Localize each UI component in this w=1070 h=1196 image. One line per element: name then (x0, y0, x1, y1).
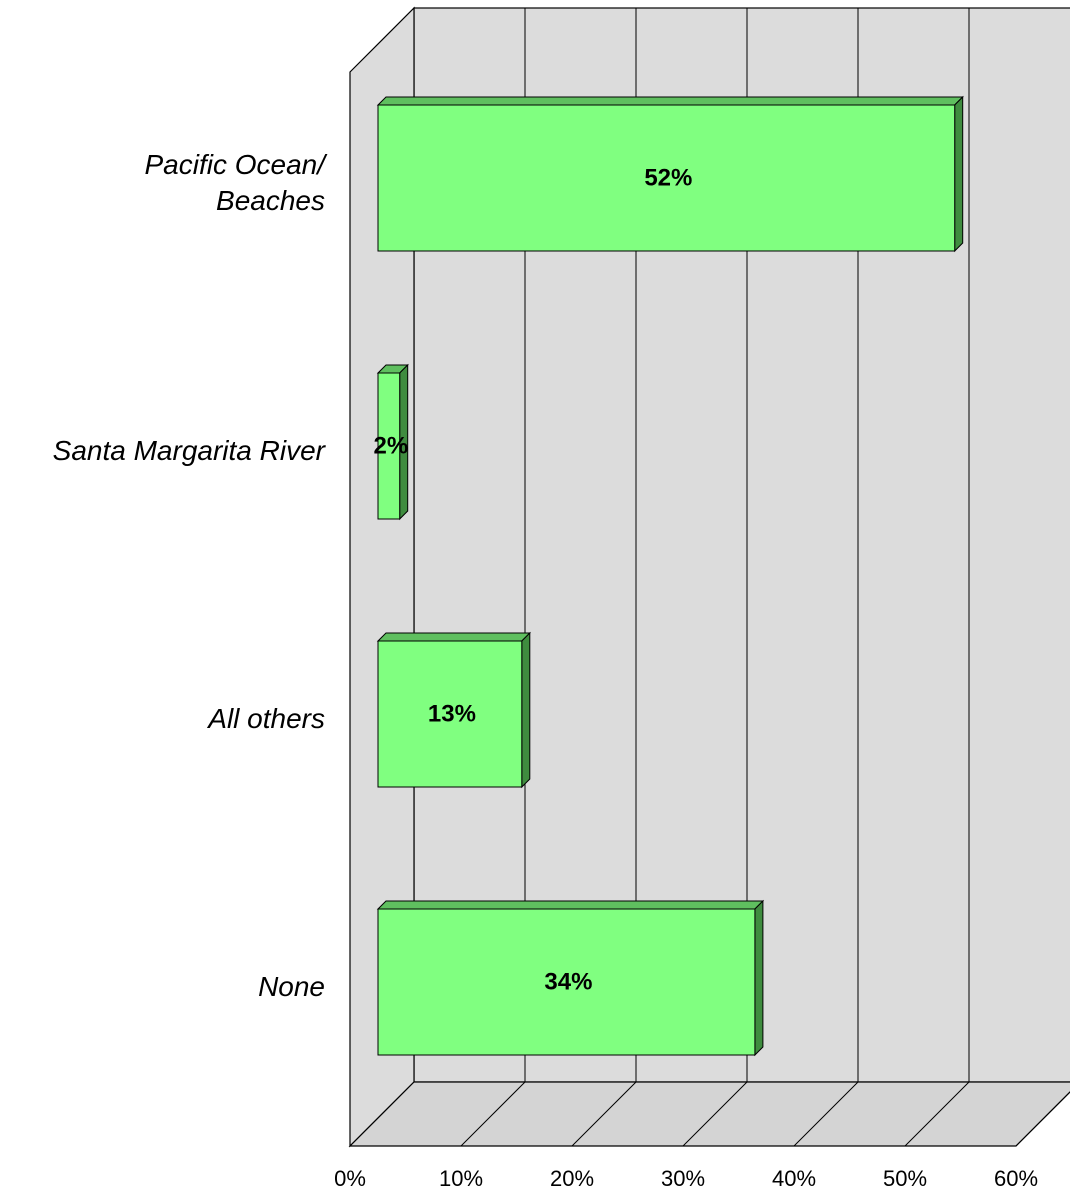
bar-side (954, 95, 964, 253)
x-tick-label: 40% (772, 1166, 816, 1191)
category-label-line: None (258, 971, 325, 1002)
floor-gridline-40% (793, 1081, 859, 1147)
data-labels: 52% 2% 13% 34% (374, 165, 693, 996)
floor-gridline-10% (460, 1081, 526, 1147)
category-label: Santa Margarita River (53, 435, 327, 466)
bar-top (376, 632, 532, 642)
category-label-line: Pacific Ocean/ (144, 149, 328, 180)
data-label: 13% (428, 701, 476, 728)
bar-side (521, 631, 531, 789)
data-label: 2% (374, 433, 409, 460)
x-tick-label: 20% (550, 1166, 594, 1191)
bar (377, 104, 956, 252)
floor-gridline-60% (1015, 1091, 1070, 1147)
data-label: 52% (644, 165, 692, 192)
category-label-line: All others (206, 703, 325, 734)
category-label-line: Beaches (216, 185, 325, 216)
bar-top (376, 900, 765, 910)
bar-side (754, 899, 764, 1057)
floor-gridline-50% (904, 1081, 970, 1147)
bars (376, 95, 964, 1057)
bar (377, 908, 756, 1056)
x-tick-label: 50% (883, 1166, 927, 1191)
category-label: All others (206, 703, 325, 734)
x-tick-label: 10% (439, 1166, 483, 1191)
category-label: Pacific Ocean/Beaches (144, 149, 328, 216)
x-tick-label: 30% (661, 1166, 705, 1191)
bar (377, 640, 523, 788)
x-tick-label: 60% (994, 1166, 1038, 1191)
floor-gridline-30% (682, 1081, 748, 1147)
floor-gridline-20% (571, 1081, 637, 1147)
category-label-line: Santa Margarita River (53, 435, 327, 466)
category-label: None (258, 971, 325, 1002)
floor (348, 1081, 1070, 1147)
x-tick-label: 0% (334, 1166, 366, 1191)
bar (377, 372, 401, 520)
x-tick-labels: 0% 10% 20% 30% 40% 50% 60% (334, 1166, 1038, 1191)
data-label: 34% (544, 969, 592, 996)
category-labels: Pacific Ocean/Beaches Santa Margarita Riv… (53, 149, 329, 1002)
bar-top (376, 96, 964, 106)
